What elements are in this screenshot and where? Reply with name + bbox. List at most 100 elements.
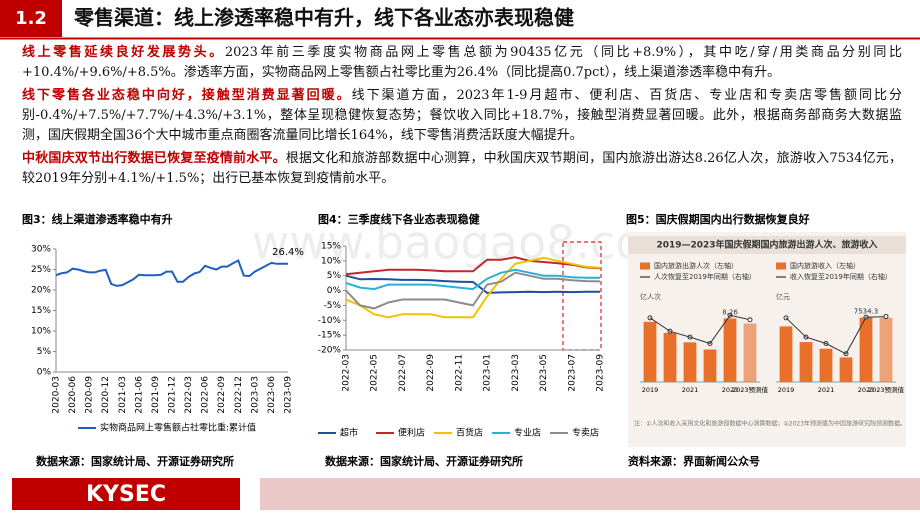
series-line xyxy=(345,268,600,291)
bar xyxy=(799,342,813,382)
paragraph: 线下零售各业态稳中向好，接触型消费显著回暖。线下渠道方面，2023年1-9月超市… xyxy=(22,86,902,146)
legend-label: 超市 xyxy=(340,427,358,439)
x-tick-label: 2022-05 xyxy=(370,354,380,392)
section-box xyxy=(0,0,62,37)
series-line xyxy=(345,271,601,310)
figure-source: 资料来源：界面新闻公众号 xyxy=(628,454,760,468)
x-tick-label: 2022-11 xyxy=(454,354,464,392)
figure-source: 数据来源：国家统计局、开源证券研究所 xyxy=(325,454,523,468)
bar xyxy=(859,317,873,382)
x-tick-label: 2023-03 xyxy=(511,354,521,392)
lead: 线上零售延续良好发展势头。 xyxy=(22,45,225,60)
logo: KYSEC xyxy=(86,482,166,507)
legend-swatch xyxy=(776,262,786,270)
legend-label: 专卖店 xyxy=(572,427,599,439)
footer-bar xyxy=(260,478,920,510)
bar xyxy=(643,321,657,382)
infographic-note: 注：①人次和收入采用文化和旅游部数据中心测算数据；②2023年预测值为中国旅游研… xyxy=(634,420,906,428)
bar xyxy=(879,317,893,382)
y-tick-label: 15% xyxy=(31,306,51,316)
legend-label: 国内旅游出游人次（左轴） xyxy=(654,261,738,270)
y-tick-label: 0% xyxy=(327,286,342,296)
y-tick-label: -20% xyxy=(318,346,342,356)
annotation: 26.4% xyxy=(272,247,304,258)
y-tick-label: -5% xyxy=(323,301,341,311)
legend-label: 便利店 xyxy=(398,427,425,439)
figure-source: 数据来源：国家统计局、开源证券研究所 xyxy=(36,454,234,468)
body: 线下渠道方面，2023年1-9月超市、便利店、百货店、专业店和专卖店零售额同比分… xyxy=(22,88,902,143)
figure-title: 图3：线上渠道渗透率稳中有升 xyxy=(22,212,173,226)
infographic-title: 2019—2023年国庆假期国内旅游出游人次、旅游收入 xyxy=(656,239,877,251)
line-point xyxy=(747,317,753,323)
series-line xyxy=(649,314,751,345)
x-tick-label: 2021-09 xyxy=(151,376,161,414)
x-tick-label: 2022-09 xyxy=(217,376,227,414)
x-tick-label: 2020-06 xyxy=(68,376,78,414)
y-tick-label: 25% xyxy=(31,265,51,275)
x-tick-label: 2020-12 xyxy=(101,376,111,414)
figure-title: 图5：国庆假期国内出行数据恢复良好 xyxy=(626,212,810,226)
legend-label: 收入恢复至2019年同期（右轴） xyxy=(790,272,892,281)
x-tick-label: 2021 xyxy=(818,386,835,394)
legend-label: 人次恢复至2019年同期（右轴） xyxy=(654,272,756,281)
x-tick-label: 2021 xyxy=(682,386,699,394)
paragraph: 中秋国庆双节出行数据已恢复至疫情前水平。根据文化和旅游部数据中心测算，中秋国庆双… xyxy=(22,149,902,189)
bar xyxy=(743,323,757,382)
series-line xyxy=(785,316,887,355)
series-line xyxy=(345,256,601,319)
x-tick-label: 2023-07 xyxy=(567,354,577,392)
x-tick-label: 2022-03 xyxy=(342,354,352,392)
y-tick-label: 30% xyxy=(31,245,51,255)
body: 2023年前三季度实物商品网上零售总额为90435亿元（同比+8.9%），其中吃… xyxy=(22,45,902,80)
legend-label: 专业店 xyxy=(514,427,541,439)
bar xyxy=(723,318,737,382)
y-tick-label: -10% xyxy=(318,316,342,326)
x-tick-label: 2021-12 xyxy=(168,376,178,414)
lead: 中秋国庆双节出行数据已恢复至疫情前水平。 xyxy=(22,151,286,166)
bar xyxy=(683,342,697,382)
x-tick-label: 2023-01 xyxy=(483,354,493,392)
lead: 线下零售各业态稳中向好，接触型消费显著回暖。 xyxy=(22,88,352,103)
line-point xyxy=(883,314,889,320)
bar xyxy=(819,348,833,382)
legend-swatch xyxy=(640,262,650,270)
x-tick-label: 2023-09 xyxy=(596,354,606,392)
bar xyxy=(703,349,717,382)
legend-label: 实物商品网上零售额占社零比重:累计值 xyxy=(100,422,256,434)
bar xyxy=(663,332,677,382)
annotation: 8.26 xyxy=(722,308,738,316)
x-tick-label: 2023预测值 xyxy=(732,385,769,394)
y-tick-label: 10% xyxy=(321,256,341,266)
figure-title: 图4：三季度线下各业态表现稳健 xyxy=(318,212,481,226)
series-line xyxy=(55,259,288,287)
x-tick-label: 2023 xyxy=(858,386,875,394)
x-tick-label: 2023预测值 xyxy=(868,385,905,394)
x-tick-label: 2022-07 xyxy=(398,354,408,392)
x-tick-label: 2019 xyxy=(642,386,659,394)
x-tick-label: 2022-12 xyxy=(234,376,244,414)
x-tick-label: 2022-06 xyxy=(201,376,211,414)
y-tick-label: 5% xyxy=(37,347,52,357)
x-tick-label: 2022-03 xyxy=(184,376,194,414)
x-tick-label: 2023-03 xyxy=(250,376,260,414)
annotation: 7534.3 xyxy=(854,308,879,316)
x-tick-label: 2019 xyxy=(778,386,795,394)
series-line xyxy=(345,256,601,276)
x-tick-label: 2023-06 xyxy=(267,376,277,414)
x-tick-label: 2023-09 xyxy=(284,376,294,414)
y-tick-label: 5% xyxy=(327,271,342,281)
watermark: www.baogao8.com xyxy=(252,216,688,270)
x-tick-label: 2021-06 xyxy=(134,376,144,414)
bar xyxy=(839,357,853,382)
y-tick-label: 10% xyxy=(31,327,51,337)
body-text: 线上零售延续良好发展势头。2023年前三季度实物商品网上零售总额为90435亿元… xyxy=(22,43,902,192)
y-tick-label: -15% xyxy=(318,331,342,341)
bar xyxy=(779,326,793,382)
x-tick-label: 2023-05 xyxy=(539,354,549,392)
slide-title: 零售渠道：线上渗透率稳中有升，线下各业态亦表现稳健 xyxy=(73,6,574,30)
body: 根据文化和旅游部数据中心测算，中秋国庆双节期间，国内旅游出游达8.26亿人次，旅… xyxy=(22,151,902,186)
x-tick-label: 2023 xyxy=(722,386,739,394)
paragraph: 线上零售延续良好发展势头。2023年前三季度实物商品网上零售总额为90435亿元… xyxy=(22,43,902,83)
